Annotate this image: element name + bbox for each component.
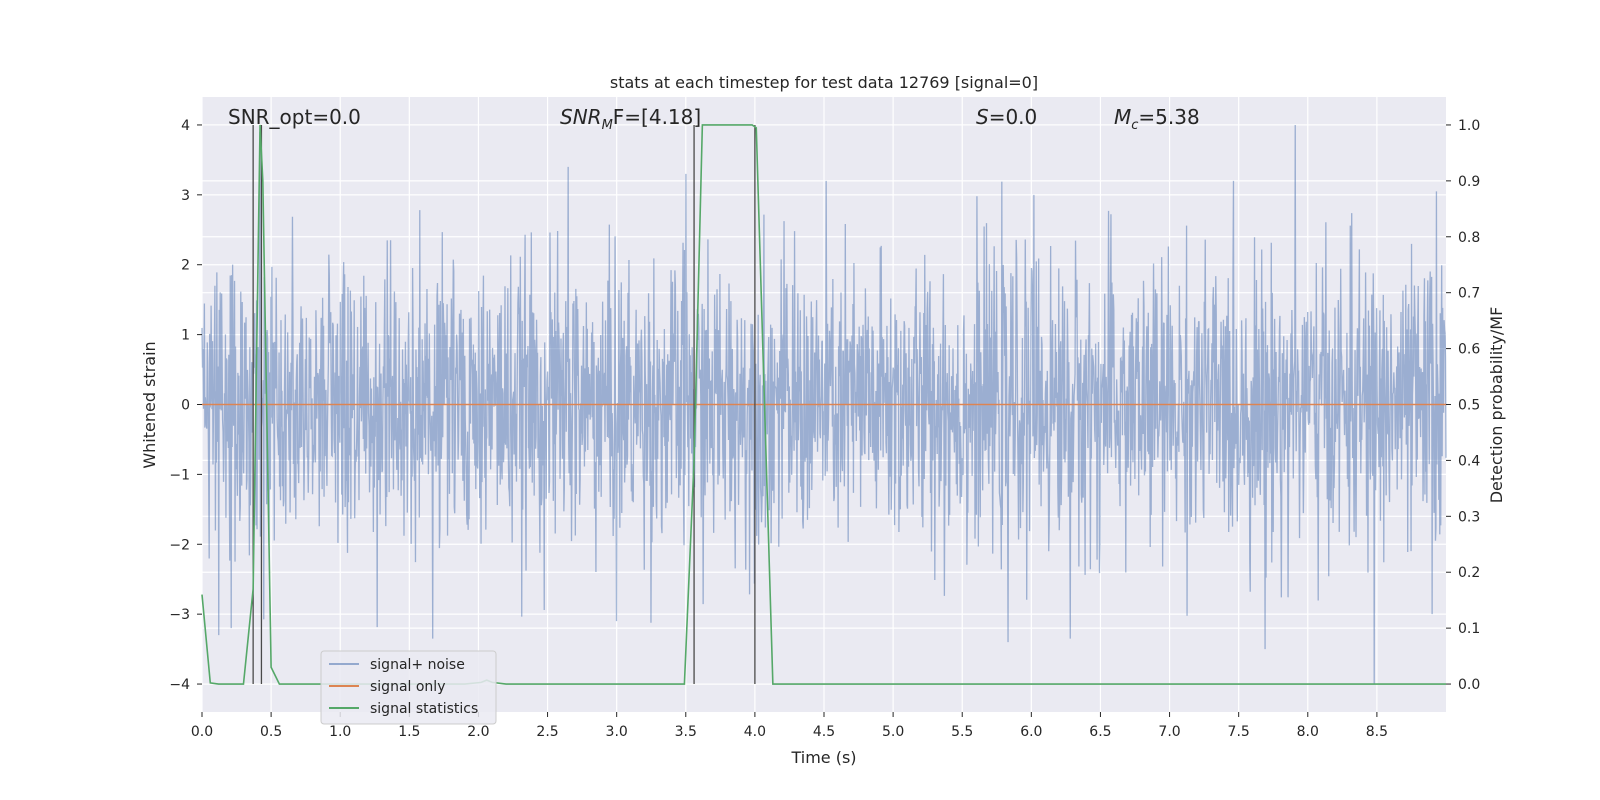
x-axis-label: Time (s) — [790, 748, 856, 767]
y-left-tick-label: 3 — [181, 188, 190, 204]
x-tick-label: 1.0 — [329, 724, 351, 740]
mc-sub: c — [1131, 118, 1138, 133]
y-right-tick-label: 0.8 — [1458, 230, 1480, 246]
y-axis-label-right: Detection probability/MF — [1487, 307, 1506, 504]
annotation-mc: Mc=5.38 — [1114, 105, 1200, 133]
legend-label-signal-noise: signal+ noise — [370, 657, 465, 673]
y-left-tick-label: −2 — [169, 537, 190, 553]
y-right-tick-label: 0.9 — [1458, 174, 1480, 190]
x-tick-label: 6.0 — [1020, 724, 1042, 740]
x-tick-label: 3.0 — [606, 724, 628, 740]
y-left-tick-label: −4 — [169, 677, 190, 693]
y-right-tick-label: 0.2 — [1458, 565, 1480, 581]
x-tick-label: 1.5 — [398, 724, 420, 740]
y-right-tick-label: 0.0 — [1458, 677, 1480, 693]
x-tick-label: 8.5 — [1366, 724, 1388, 740]
chart-title: stats at each timestep for test data 127… — [610, 73, 1038, 92]
y-left-tick-label: 0 — [181, 398, 190, 414]
x-tick-label: 2.5 — [536, 724, 558, 740]
snr-mf-base: SNR — [560, 105, 602, 129]
annotation-s: S=0.0 — [976, 105, 1037, 129]
y-left-tick-label: −1 — [169, 467, 190, 483]
y-left-tick-label: −3 — [169, 607, 190, 623]
annotation-snr-mf: SNRMF=[4.18] — [560, 105, 701, 133]
annotation-snr-opt: SNR_opt=0.0 — [228, 105, 361, 129]
data-layer — [201, 124, 1447, 685]
y-left-tick-label: 1 — [181, 328, 190, 344]
legend-label-signal-statistics: signal statistics — [370, 701, 478, 717]
x-tick-label: 7.5 — [1228, 724, 1250, 740]
y-right-tick-label: 0.1 — [1458, 621, 1480, 637]
x-tick-label: 5.5 — [951, 724, 973, 740]
mc-sym: M — [1114, 105, 1131, 129]
y-right-tick-label: 0.3 — [1458, 509, 1480, 525]
x-tick-label: 8.0 — [1297, 724, 1319, 740]
mc-rest: =5.38 — [1138, 105, 1199, 129]
legend-label-signal-only: signal only — [370, 679, 445, 695]
x-tick-label: 2.0 — [467, 724, 489, 740]
y-right-tick-label: 0.5 — [1458, 398, 1480, 414]
y-right-tick-label: 1.0 — [1458, 118, 1480, 134]
snr-mf-rest: F=[4.18] — [613, 105, 701, 129]
x-tick-label: 0.0 — [191, 724, 213, 740]
s-sym: S — [976, 105, 989, 129]
x-tick-label: 0.5 — [260, 724, 282, 740]
x-tick-label: 4.0 — [744, 724, 766, 740]
x-tick-label: 6.5 — [1089, 724, 1111, 740]
snr-mf-sub: M — [602, 118, 613, 133]
ticks: 0.0 0.5 1.0 1.5 2.0 2.5 3.0 3.5 4.0 4.5 5.0 5.5 6.0 6… — [169, 118, 1480, 740]
y-axis-label-left: Whitened strain — [140, 341, 159, 468]
y-left-tick-label: 4 — [181, 118, 190, 134]
x-tick-label: 4.5 — [813, 724, 835, 740]
x-tick-label: 5.0 — [882, 724, 904, 740]
y-left-tick-label: 2 — [181, 258, 190, 274]
y-right-tick-label: 0.7 — [1458, 286, 1480, 302]
x-tick-label: 3.5 — [675, 724, 697, 740]
series-signal-noise-line — [201, 124, 1447, 685]
legend: signal+ noise signal only signal statist… — [320, 650, 497, 725]
x-tick-label: 7.0 — [1158, 724, 1180, 740]
y-right-tick-label: 0.6 — [1458, 342, 1480, 358]
s-rest: =0.0 — [989, 105, 1038, 129]
legend-box — [320, 650, 497, 725]
y-right-tick-label: 0.4 — [1458, 453, 1480, 469]
